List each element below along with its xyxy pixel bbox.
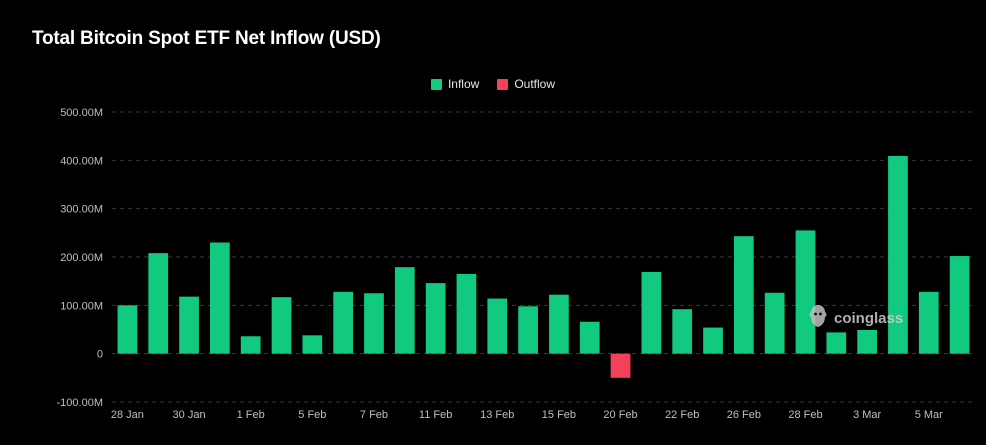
inflow-bar: [549, 294, 569, 354]
inflow-bar: [364, 293, 384, 354]
x-tick-label: 1 Feb: [237, 409, 265, 421]
y-tick-label: 0: [97, 349, 103, 361]
x-tick-label: 7 Feb: [360, 409, 388, 421]
inflow-bar: [117, 305, 138, 354]
legend-item-inflow[interactable]: Inflow: [430, 77, 480, 91]
inflow-bar: [826, 332, 847, 354]
inflow-bar: [179, 296, 199, 354]
inflow-bar: [918, 291, 939, 354]
y-tick-label: -100.00M: [57, 397, 103, 409]
watermark: coinglass: [808, 304, 903, 332]
inflow-bar: [210, 242, 230, 354]
x-tick-label: 5 Mar: [915, 409, 943, 421]
chart-title: Total Bitcoin Spot ETF Net Inflow (USD): [32, 28, 381, 49]
x-tick-label: 28 Jan: [111, 409, 144, 421]
y-tick-label: 100.00M: [60, 300, 103, 312]
inflow-bar: [302, 335, 323, 354]
inflow-bar: [148, 253, 169, 354]
watermark-text: coinglass: [834, 309, 904, 327]
y-tick-label: 400.00M: [60, 155, 103, 167]
inflow-bar: [425, 283, 446, 354]
inflow-bar: [240, 336, 261, 354]
x-tick-label: 15 Feb: [542, 409, 576, 421]
inflow-bar: [333, 291, 354, 354]
outflow-bar: [610, 353, 631, 378]
inflow-bar: [733, 236, 754, 354]
inflow-bar: [271, 297, 292, 354]
inflow-bar: [641, 271, 662, 354]
inflow-bar: [394, 267, 415, 354]
inflow-bar: [672, 309, 693, 354]
x-tick-label: 30 Jan: [173, 409, 206, 421]
inflow-bar: [579, 321, 600, 354]
inflow-bar: [456, 273, 477, 354]
x-tick-label: 5 Feb: [298, 409, 326, 421]
legend-item-outflow[interactable]: Outflow: [497, 77, 555, 91]
inflow-bar: [795, 230, 816, 354]
x-tick-label: 26 Feb: [727, 409, 761, 421]
legend-label-inflow: Inflow: [447, 77, 480, 91]
inflow-bar: [487, 298, 508, 354]
x-tick-label: 11 Feb: [419, 409, 452, 421]
x-tick-label: 13 Feb: [480, 409, 514, 421]
y-tick-label: 300.00M: [60, 204, 103, 216]
legend-swatch-outflow: [497, 78, 509, 90]
legend: Inflow Outflow: [0, 77, 986, 91]
inflow-bar: [764, 292, 785, 354]
inflow-bar: [518, 306, 538, 354]
x-tick-label: 20 Feb: [603, 409, 637, 421]
coinglass-logo-icon: [808, 304, 828, 332]
x-tick-label: 28 Feb: [788, 409, 822, 421]
inflow-bar: [949, 256, 970, 354]
legend-label-outflow: Outflow: [514, 77, 556, 91]
x-tick-label: 22 Feb: [665, 409, 699, 421]
inflow-bar: [888, 155, 908, 354]
y-tick-label: 200.00M: [60, 252, 103, 264]
y-tick-label: 500.00M: [60, 107, 103, 119]
inflow-bar: [703, 327, 723, 354]
legend-swatch-inflow: [430, 78, 442, 90]
x-tick-label: 3 Mar: [853, 409, 881, 421]
inflow-bar: [857, 329, 877, 354]
